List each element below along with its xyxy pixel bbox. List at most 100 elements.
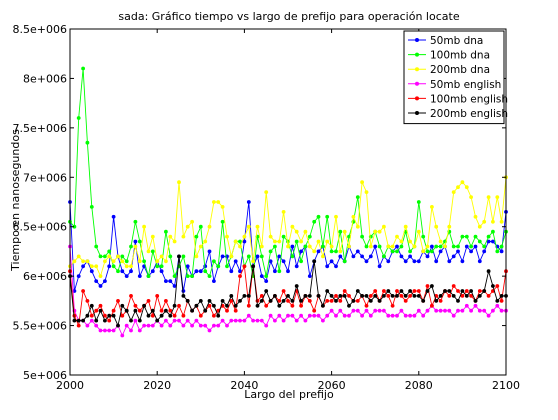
data-point — [364, 308, 369, 313]
data-point — [495, 299, 500, 303]
data-point — [399, 254, 404, 259]
data-point — [303, 318, 308, 323]
data-point — [233, 318, 238, 323]
data-point — [259, 244, 264, 249]
data-point — [460, 289, 465, 293]
data-point — [377, 264, 382, 269]
data-point — [277, 269, 282, 274]
data-point — [94, 279, 99, 283]
data-point — [469, 244, 473, 249]
data-point — [482, 289, 487, 293]
data-point — [307, 294, 312, 298]
data-point — [495, 195, 500, 200]
data-point — [273, 294, 277, 298]
data-point — [316, 313, 321, 318]
data-point — [338, 294, 343, 298]
data-point — [408, 249, 412, 254]
data-point — [355, 289, 360, 293]
data-point — [443, 308, 447, 313]
data-point — [216, 313, 221, 318]
data-point — [342, 229, 347, 234]
data-point — [264, 303, 269, 308]
data-point — [321, 303, 325, 308]
data-point — [164, 318, 168, 323]
data-point — [150, 269, 155, 274]
data-point — [137, 259, 142, 264]
data-point — [264, 279, 269, 283]
data-point — [133, 219, 138, 224]
data-point — [438, 299, 443, 303]
data-point — [477, 308, 482, 313]
data-point — [430, 303, 434, 308]
data-point — [85, 259, 90, 264]
data-point — [399, 308, 404, 313]
data-point — [325, 239, 330, 244]
data-point — [499, 308, 504, 313]
data-point — [242, 294, 247, 298]
x-tick-label: 2080 — [405, 379, 433, 392]
data-point — [499, 299, 504, 303]
data-point — [177, 254, 181, 259]
data-point — [155, 318, 160, 323]
data-point — [499, 249, 504, 254]
data-point — [268, 249, 273, 254]
data-point — [382, 289, 386, 293]
data-point — [395, 294, 399, 298]
data-point — [268, 234, 273, 239]
data-point — [185, 224, 190, 229]
data-point — [255, 254, 260, 259]
data-point — [107, 264, 112, 269]
data-point — [103, 254, 107, 259]
data-point — [76, 254, 81, 259]
data-point — [329, 249, 334, 254]
data-point — [477, 239, 482, 244]
data-point — [81, 318, 85, 323]
data-point — [482, 308, 487, 313]
data-point — [181, 254, 186, 259]
data-point — [89, 313, 94, 318]
data-point — [120, 313, 125, 318]
data-point — [307, 299, 312, 303]
data-point — [482, 219, 487, 224]
data-point — [85, 299, 90, 303]
data-point — [146, 249, 151, 254]
data-point — [207, 224, 212, 229]
legend-label: 100mb dna — [430, 50, 490, 62]
data-point — [486, 294, 491, 298]
data-point — [277, 254, 282, 259]
data-point — [72, 318, 77, 323]
legend-item: 50mb dna — [408, 35, 483, 47]
data-point — [321, 254, 325, 259]
x-tick-label: 2100 — [492, 379, 520, 392]
data-point — [198, 323, 203, 328]
data-point — [403, 299, 408, 303]
data-point — [382, 294, 386, 298]
data-point — [225, 323, 229, 328]
data-point — [325, 289, 330, 293]
data-point — [307, 313, 312, 318]
data-point — [434, 308, 439, 313]
data-point — [447, 308, 452, 313]
data-point — [94, 318, 99, 323]
data-point — [164, 259, 168, 264]
data-point — [168, 313, 173, 318]
data-point — [399, 244, 404, 249]
data-point — [469, 294, 473, 298]
data-point — [469, 289, 473, 293]
series-2 — [68, 175, 508, 278]
data-point — [477, 224, 482, 229]
data-point — [316, 214, 321, 219]
data-point — [338, 249, 343, 254]
data-point — [469, 308, 473, 313]
data-point — [203, 269, 208, 274]
y-tick-label: 6e+006 — [23, 270, 67, 283]
legend-item: 100mb english — [408, 93, 508, 105]
data-point — [368, 244, 373, 249]
data-point — [342, 289, 347, 293]
data-point — [190, 274, 195, 278]
data-point — [460, 234, 465, 239]
data-point — [373, 294, 378, 298]
data-point — [129, 264, 133, 269]
data-point — [81, 289, 85, 293]
data-point — [185, 274, 190, 278]
